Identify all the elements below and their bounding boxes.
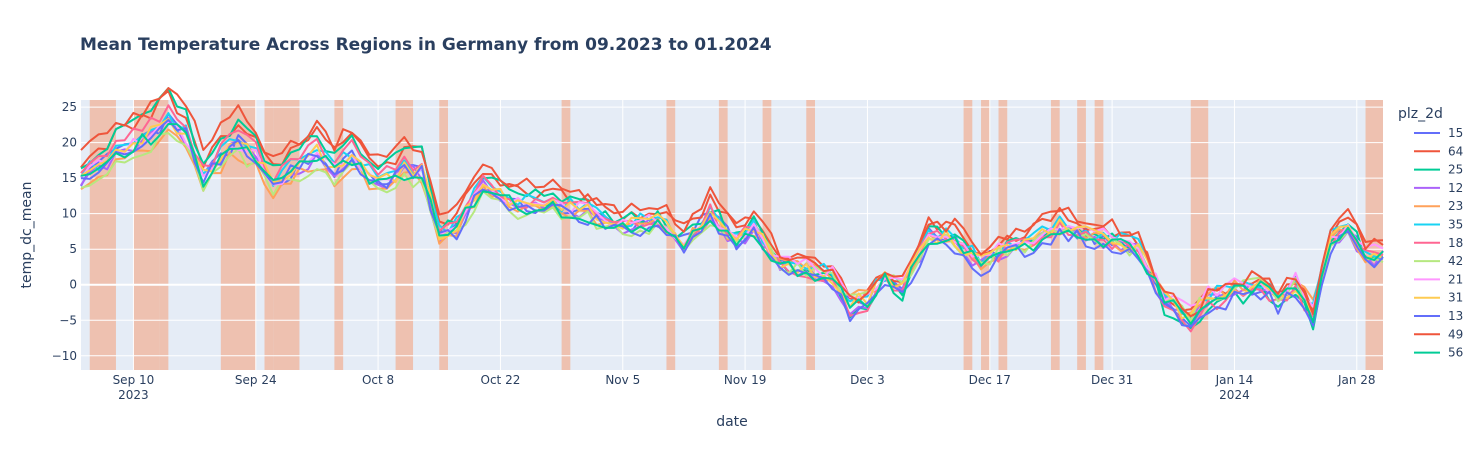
y-tick-label: 5 xyxy=(69,242,77,256)
highlight-band-15 xyxy=(981,100,990,370)
legend-label-21: 21 xyxy=(1448,272,1463,286)
x-tick-label: Oct 8 xyxy=(362,373,394,387)
y-tick-label: 0 xyxy=(69,278,77,292)
highlight-band-5 xyxy=(273,100,300,370)
highlight-band-13 xyxy=(806,100,816,370)
legend: plz_2d 15 64 25 12 23 35 18 42 21 31 13 49 56 xyxy=(1398,106,1463,360)
highlight-band-0 xyxy=(89,100,116,370)
y-tick-label: 20 xyxy=(62,136,77,150)
legend-label-25: 25 xyxy=(1448,163,1463,177)
legend-label-31: 31 xyxy=(1448,291,1463,305)
legend-label-64: 64 xyxy=(1448,144,1463,158)
chart-title: Mean Temperature Across Regions in Germa… xyxy=(80,35,772,55)
y-tick-label: 25 xyxy=(62,100,77,114)
highlight-band-21 xyxy=(1365,100,1383,370)
x-tick-label: Jan 14 xyxy=(1215,373,1254,387)
legend-title: plz_2d xyxy=(1398,106,1443,122)
series-line-13 xyxy=(80,119,1384,328)
highlight-band-20 xyxy=(1190,100,1209,370)
series-lines xyxy=(80,87,1384,333)
highlight-band-3 xyxy=(220,100,256,370)
x-tick-label: Nov 5 xyxy=(605,373,640,387)
highlight-band-9 xyxy=(561,100,571,370)
legend-label-42: 42 xyxy=(1448,254,1463,268)
y-tick-label: −5 xyxy=(59,313,77,327)
x-tick-sublabel: 2024 xyxy=(1219,388,1250,402)
series-line-56 xyxy=(80,123,1384,325)
y-tick-label: −10 xyxy=(52,349,77,363)
legend-label-15: 15 xyxy=(1448,126,1463,140)
y-axis-title: temp_dc_mean xyxy=(19,182,35,289)
x-tick-label: Dec 17 xyxy=(969,373,1011,387)
legend-label-35: 35 xyxy=(1448,218,1463,232)
legend-label-23: 23 xyxy=(1448,199,1463,213)
legend-label-12: 12 xyxy=(1448,181,1463,195)
highlight-band-6 xyxy=(334,100,344,370)
x-tick-label: Dec 3 xyxy=(850,373,885,387)
highlight-band-4 xyxy=(264,100,274,370)
x-tick-label: Sep 10 xyxy=(113,373,155,387)
series-line-49 xyxy=(80,87,1384,318)
legend-label-18: 18 xyxy=(1448,236,1463,250)
y-tick-label: 10 xyxy=(62,207,77,221)
legend-label-49: 49 xyxy=(1448,327,1463,341)
highlight-band-19 xyxy=(1094,100,1104,370)
highlight-band-12 xyxy=(762,100,772,370)
x-tick-label: Nov 19 xyxy=(724,373,767,387)
x-tick-label: Jan 28 xyxy=(1337,373,1376,387)
y-tick-label: 15 xyxy=(62,171,77,185)
highlight-band-16 xyxy=(998,100,1008,370)
legend-label-13: 13 xyxy=(1448,309,1463,323)
x-tick-label: Sep 24 xyxy=(235,373,277,387)
x-axis-title: date xyxy=(716,414,748,430)
x-tick-sublabel: 2023 xyxy=(118,388,149,402)
y-tick-labels: −10 −5 0 5 10 15 20 25 xyxy=(52,100,77,363)
gridlines xyxy=(81,100,1383,370)
x-tick-label: Dec 31 xyxy=(1091,373,1133,387)
highlight-band-2 xyxy=(159,100,169,370)
legend-label-56: 56 xyxy=(1448,346,1463,360)
x-tick-label: Oct 22 xyxy=(481,373,521,387)
highlight-band-7 xyxy=(395,100,414,370)
highlight-bands xyxy=(89,100,1383,370)
